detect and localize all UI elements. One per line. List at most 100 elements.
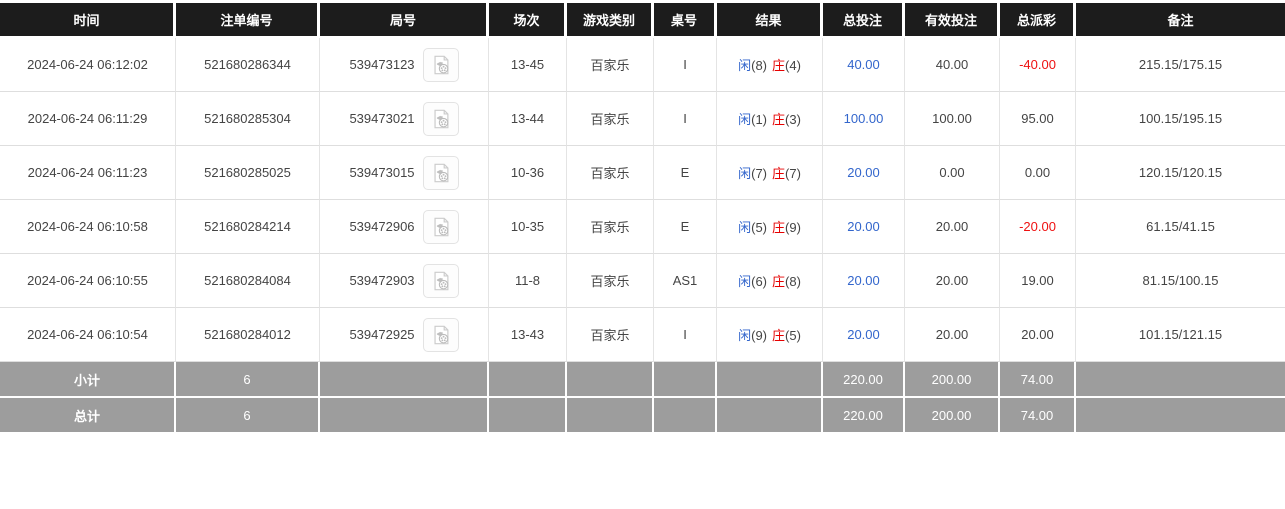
time-cell: 2024-06-24 06:11:29 xyxy=(0,92,176,146)
note-cell: 215.15/175.15 xyxy=(1076,38,1285,92)
note-cell: 81.15/100.15 xyxy=(1076,254,1285,308)
bet-id-cell: 521680285025 xyxy=(176,146,320,200)
table-row: 2024-06-24 06:11:23 521680285025 5394730… xyxy=(0,146,1285,200)
result-cell: 闲(7) 庄(7) xyxy=(717,146,823,200)
game-type-cell: 百家乐 xyxy=(567,200,654,254)
bet-id-cell: 521680286344 xyxy=(176,38,320,92)
summary-row: 总计 6 220.00 200.00 74.00 xyxy=(0,398,1285,434)
summary-label: 小计 xyxy=(0,362,176,398)
round-id: 539472906 xyxy=(349,219,415,234)
summary-empty-cell xyxy=(567,362,654,398)
table-no-cell: I xyxy=(654,92,717,146)
col-header-session: 场次 xyxy=(489,3,567,38)
table-row: 2024-06-24 06:10:54 521680284012 5394729… xyxy=(0,308,1285,362)
total-bet-link[interactable]: 100.00 xyxy=(823,92,905,146)
total-bet-link[interactable]: 20.00 xyxy=(823,308,905,362)
total-bet-link[interactable]: 20.00 xyxy=(823,200,905,254)
result-player-label: 闲 xyxy=(738,274,752,289)
col-header-time: 时间 xyxy=(0,3,176,38)
payout-cell: 0.00 xyxy=(1000,146,1076,200)
result-banker-score: (4) xyxy=(785,58,801,73)
round-id: 539472903 xyxy=(349,273,415,288)
round-id: 539473015 xyxy=(349,165,415,180)
payout-cell: 20.00 xyxy=(1000,308,1076,362)
time-cell: 2024-06-24 06:10:54 xyxy=(0,308,176,362)
result-cell: 闲(6) 庄(8) xyxy=(717,254,823,308)
payout-cell: 19.00 xyxy=(1000,254,1076,308)
col-header-payout: 总派彩 xyxy=(1000,3,1076,38)
summary-label: 总计 xyxy=(0,398,176,434)
table-no-cell: AS1 xyxy=(654,254,717,308)
result-banker-score: (5) xyxy=(785,328,801,343)
result-banker-label: 庄 xyxy=(772,328,786,343)
summary-valid-bet: 200.00 xyxy=(905,362,1000,398)
col-header-result: 结果 xyxy=(717,3,823,38)
total-bet-link[interactable]: 20.00 xyxy=(823,254,905,308)
summary-count: 6 xyxy=(176,398,320,434)
bet-id-cell: 521680284084 xyxy=(176,254,320,308)
table-row: 2024-06-24 06:10:55 521680284084 5394729… xyxy=(0,254,1285,308)
valid-bet-cell: 20.00 xyxy=(905,254,1000,308)
summary-empty-cell xyxy=(717,398,823,434)
summary-total-bet: 220.00 xyxy=(823,362,905,398)
bet-id-cell: 521680284214 xyxy=(176,200,320,254)
round-id: 539473021 xyxy=(349,111,415,126)
table-row: 2024-06-24 06:10:58 521680284214 5394729… xyxy=(0,200,1285,254)
video-playback-icon[interactable] xyxy=(422,209,459,244)
result-cell: 闲(8) 庄(4) xyxy=(717,38,823,92)
result-player-score: (7) xyxy=(751,166,767,181)
total-bet-link[interactable]: 40.00 xyxy=(823,38,905,92)
summary-payout: 74.00 xyxy=(1000,398,1076,434)
video-playback-icon[interactable] xyxy=(422,263,459,298)
result-banker-label: 庄 xyxy=(772,58,786,73)
session-cell: 13-44 xyxy=(489,92,567,146)
summary-empty-cell xyxy=(489,398,567,434)
time-cell: 2024-06-24 06:10:58 xyxy=(0,200,176,254)
summary-empty-cell xyxy=(320,398,489,434)
result-player-score: (9) xyxy=(751,328,767,343)
time-cell: 2024-06-24 06:12:02 xyxy=(0,38,176,92)
round-id: 539472925 xyxy=(349,327,415,342)
time-cell: 2024-06-24 06:11:23 xyxy=(0,146,176,200)
total-bet-link[interactable]: 20.00 xyxy=(823,146,905,200)
summary-empty-cell xyxy=(654,398,717,434)
game-type-cell: 百家乐 xyxy=(567,146,654,200)
session-cell: 11-8 xyxy=(489,254,567,308)
video-playback-icon[interactable] xyxy=(422,101,459,136)
bet-id-cell: 521680284012 xyxy=(176,308,320,362)
bet-records-table: 时间 注单编号 局号 场次 游戏类别 桌号 结果 总投注 有效投注 总派彩 备注… xyxy=(0,3,1285,434)
summary-empty-cell xyxy=(567,398,654,434)
video-playback-icon[interactable] xyxy=(422,155,459,190)
col-header-table-no: 桌号 xyxy=(654,3,717,38)
payout-cell: 95.00 xyxy=(1000,92,1076,146)
note-cell: 100.15/195.15 xyxy=(1076,92,1285,146)
valid-bet-cell: 100.00 xyxy=(905,92,1000,146)
valid-bet-cell: 40.00 xyxy=(905,38,1000,92)
video-playback-icon[interactable] xyxy=(422,317,459,352)
result-banker-score: (3) xyxy=(785,112,801,127)
summary-empty-cell xyxy=(717,362,823,398)
note-cell: 101.15/121.15 xyxy=(1076,308,1285,362)
valid-bet-cell: 0.00 xyxy=(905,146,1000,200)
table-no-cell: I xyxy=(654,308,717,362)
video-playback-icon[interactable] xyxy=(422,47,459,82)
valid-bet-cell: 20.00 xyxy=(905,308,1000,362)
result-player-score: (1) xyxy=(751,112,767,127)
result-player-label: 闲 xyxy=(738,112,752,127)
result-banker-score: (7) xyxy=(785,166,801,181)
game-type-cell: 百家乐 xyxy=(567,92,654,146)
col-header-valid-bet: 有效投注 xyxy=(905,3,1000,38)
bet-id-cell: 521680285304 xyxy=(176,92,320,146)
note-cell: 120.15/120.15 xyxy=(1076,146,1285,200)
round-id: 539473123 xyxy=(349,57,415,72)
table-no-cell: E xyxy=(654,146,717,200)
note-cell: 61.15/41.15 xyxy=(1076,200,1285,254)
game-type-cell: 百家乐 xyxy=(567,38,654,92)
result-player-label: 闲 xyxy=(738,58,752,73)
round-cell: 539473015 xyxy=(320,146,489,200)
result-player-label: 闲 xyxy=(738,328,752,343)
summary-row: 小计 6 220.00 200.00 74.00 xyxy=(0,362,1285,398)
round-cell: 539472903 xyxy=(320,254,489,308)
col-header-round: 局号 xyxy=(320,3,489,38)
game-type-cell: 百家乐 xyxy=(567,308,654,362)
